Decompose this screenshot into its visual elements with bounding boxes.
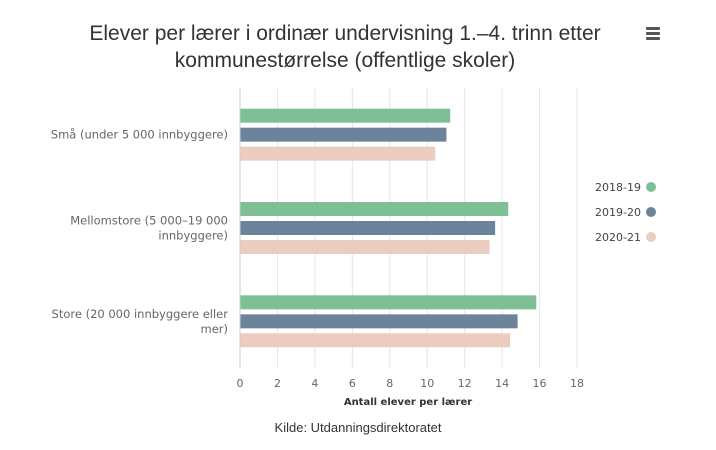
bar <box>240 314 518 329</box>
legend-marker <box>646 182 656 192</box>
x-tick-label: 18 <box>570 377 584 390</box>
bar <box>240 221 496 235</box>
bar <box>240 146 436 161</box>
source-credit: Kilde: Utdanningsdirektoratet <box>274 420 442 435</box>
chart-title: Elever per lærer i ordinær undervisning … <box>40 20 650 74</box>
category-label: innbyggere) <box>158 229 228 243</box>
x-tick-label: 12 <box>458 377 472 390</box>
chart-title-line-2: kommunestørrelse (offentlige skoler) <box>174 49 516 72</box>
legend-label: 2020-21 <box>595 231 641 244</box>
legend-label: 2018-19 <box>595 181 641 194</box>
category-label: mer) <box>201 322 229 336</box>
bar <box>240 127 447 142</box>
x-tick-label: 16 <box>533 377 547 390</box>
chart-title-line-1: Elever per lærer i ordinær undervisning … <box>89 22 601 45</box>
x-tick-label: 14 <box>495 377 509 390</box>
category-label: Store (20 000 innbyggere eller <box>52 307 229 321</box>
bar <box>240 295 537 310</box>
category-label: Mellomstore (5 000–19 000 <box>70 214 228 228</box>
bar <box>240 240 490 254</box>
hamburger-menu-icon[interactable] <box>644 25 662 41</box>
x-tick-label: 10 <box>420 377 434 390</box>
x-tick-label: 6 <box>349 377 356 390</box>
bar <box>240 202 509 216</box>
legend-marker <box>646 207 656 217</box>
legend-label: 2019-20 <box>595 206 641 219</box>
category-label: Små (under 5 000 innbyggere) <box>51 128 228 142</box>
x-tick-label: 8 <box>386 377 393 390</box>
bar <box>240 333 511 348</box>
x-tick-label: 0 <box>237 377 244 390</box>
x-axis-title: Antall elever per lærer <box>344 397 472 408</box>
legend-marker <box>646 232 656 242</box>
x-tick-label: 4 <box>311 377 318 390</box>
x-tick-label: 2 <box>274 377 281 390</box>
bar <box>240 108 451 123</box>
